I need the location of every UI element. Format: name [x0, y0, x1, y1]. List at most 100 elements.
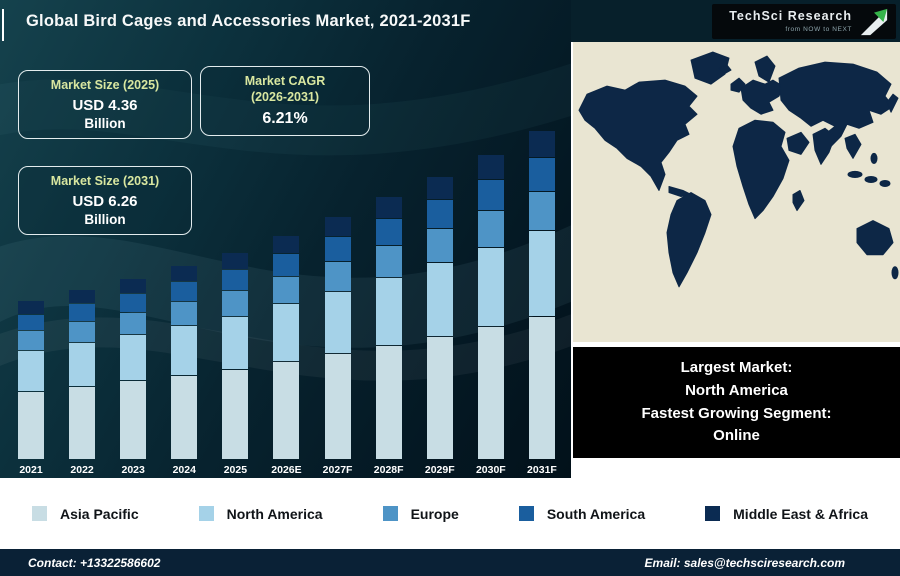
market-size-2031-box: Market Size (2031) USD 6.26 Billion — [18, 166, 192, 235]
market-size-2025-value: USD 4.36 — [72, 96, 138, 114]
bar-column: 2022 — [61, 289, 103, 476]
bar-segment-europe — [375, 245, 402, 277]
bar-stack — [222, 252, 249, 459]
bar-segment-asia-pacific — [426, 336, 453, 459]
legend-item-europe: Europe — [382, 505, 459, 522]
legend-item-middle-east-africa: Middle East & Africa — [705, 506, 868, 522]
chart-title: Global Bird Cages and Accessories Market… — [26, 12, 471, 30]
legend-item-asia-pacific: Asia Pacific — [32, 506, 139, 522]
map-south-america — [666, 192, 712, 288]
footer-email: Email: sales@techsciresearch.com — [644, 555, 845, 570]
market-cagr-box: Market CAGR (2026-2031) 6.21% — [200, 66, 370, 137]
bar-segment-north-america — [273, 304, 300, 362]
stacked-bar-chart: 2021 2022 2023 2024 2025 2026E 2027F 2028F 2029F… — [10, 130, 563, 476]
bar-segment-middle-east-africa — [273, 235, 300, 254]
map-japan — [886, 93, 899, 113]
bar-segment-south-america — [528, 158, 555, 191]
techsci-logo: TechSci Research from NOW to NEXT — [712, 4, 896, 39]
market-cagr-value: 6.21% — [262, 110, 308, 128]
bar-column: 2026E — [265, 235, 307, 476]
bar-segment-europe — [426, 228, 453, 263]
footer-bar: Contact: +13322586602 Email: sales@techs… — [0, 549, 900, 576]
bar-column: 2021 — [10, 300, 52, 476]
legend-label: North America — [226, 505, 323, 522]
bar-segment-europe — [222, 291, 249, 316]
bar-stack — [375, 196, 402, 459]
title-accent-line — [2, 9, 4, 41]
x-axis-label: 2030F — [475, 464, 506, 476]
bar-segment-south-america — [273, 254, 300, 276]
bar-column: 2027F — [317, 216, 359, 476]
bar-column: 2031F — [521, 130, 563, 476]
footer-contact: Contact: +13322586602 — [28, 555, 161, 570]
bar-segment-asia-pacific — [69, 386, 96, 459]
legend-label: Middle East & Africa — [733, 505, 868, 522]
market-size-2031-unit: Billion — [84, 211, 126, 227]
legend-label: South America — [546, 505, 646, 522]
market-size-2025-box: Market Size (2025) USD 4.36 Billion — [18, 70, 192, 139]
bar-segment-south-america — [375, 218, 402, 245]
legend-item-north-america: North America — [198, 505, 323, 522]
caption-line-segment: Online — [713, 427, 760, 445]
bar-segment-europe — [273, 276, 300, 304]
bar-column: 2029F — [419, 176, 461, 476]
x-axis-label: 2023 — [121, 464, 145, 476]
legend: Asia Pacific North America Europe South Ame… — [0, 478, 900, 549]
map-new-zealand — [891, 266, 899, 280]
bar-segment-south-america — [324, 237, 351, 261]
x-axis-label: 2021 — [19, 464, 43, 476]
techsci-logo-text: TechSci Research from NOW to NEXT — [729, 9, 852, 33]
bar-segment-asia-pacific — [273, 362, 300, 459]
bar-stack — [477, 154, 504, 459]
bar-stack — [171, 265, 198, 459]
caption-line-region: North America — [685, 381, 788, 399]
bar-segment-middle-east-africa — [69, 290, 96, 304]
techsci-tagline: from NOW to NEXT — [785, 25, 852, 33]
bar-segment-south-america — [69, 304, 96, 322]
map-indonesia-3 — [879, 179, 891, 187]
bar-segment-asia-pacific — [18, 391, 44, 459]
bar-stack — [324, 216, 351, 459]
bar-segment-middle-east-africa — [120, 278, 147, 293]
map-africa — [732, 119, 790, 220]
bar-stack — [426, 176, 453, 459]
market-size-2031-value: USD 6.26 — [72, 192, 138, 210]
bar-segment-north-america — [528, 231, 555, 316]
chart-panel: Global Bird Cages and Accessories Market… — [0, 0, 571, 478]
bar-segment-middle-east-africa — [528, 131, 555, 158]
bar-segment-south-america — [18, 314, 44, 331]
legend-swatch — [518, 506, 534, 521]
bar-segment-north-america — [426, 263, 453, 336]
bar-segment-europe — [171, 301, 198, 325]
bar-column: 2025 — [214, 252, 256, 476]
bar-segment-europe — [528, 191, 555, 231]
bar-segment-north-america — [18, 350, 44, 391]
bar-segment-asia-pacific — [120, 381, 147, 459]
bar-segment-north-america — [375, 277, 402, 345]
bar-segment-middle-east-africa — [18, 301, 44, 314]
bar-segment-south-america — [171, 281, 198, 301]
techsci-brand-name: TechSci Research — [729, 9, 852, 24]
bar-column: 2024 — [163, 265, 205, 476]
bar-segment-north-america — [120, 334, 147, 381]
map-europe — [740, 79, 784, 115]
market-size-2025-unit: Billion — [84, 115, 126, 131]
market-cagr-label-line2: (2026-2031) — [250, 89, 320, 104]
legend-swatch — [32, 506, 47, 521]
map-australia — [856, 220, 894, 256]
logo-arrow-icon — [860, 8, 888, 35]
bar-segment-asia-pacific — [222, 369, 249, 459]
bar-segment-asia-pacific — [477, 327, 504, 459]
legend-label: Europe — [410, 505, 459, 522]
legend-label: Asia Pacific — [60, 505, 139, 522]
world-map — [573, 42, 900, 342]
map-north-america — [578, 79, 698, 191]
x-axis-label: 2026E — [271, 464, 302, 476]
map-indochina — [844, 133, 862, 159]
x-axis-label: 2029F — [424, 464, 455, 476]
bar-column: 2028F — [368, 196, 410, 476]
bar-segment-north-america — [324, 291, 351, 354]
bar-segment-europe — [120, 312, 147, 334]
market-cagr-label-line1: Market CAGR — [244, 74, 326, 88]
